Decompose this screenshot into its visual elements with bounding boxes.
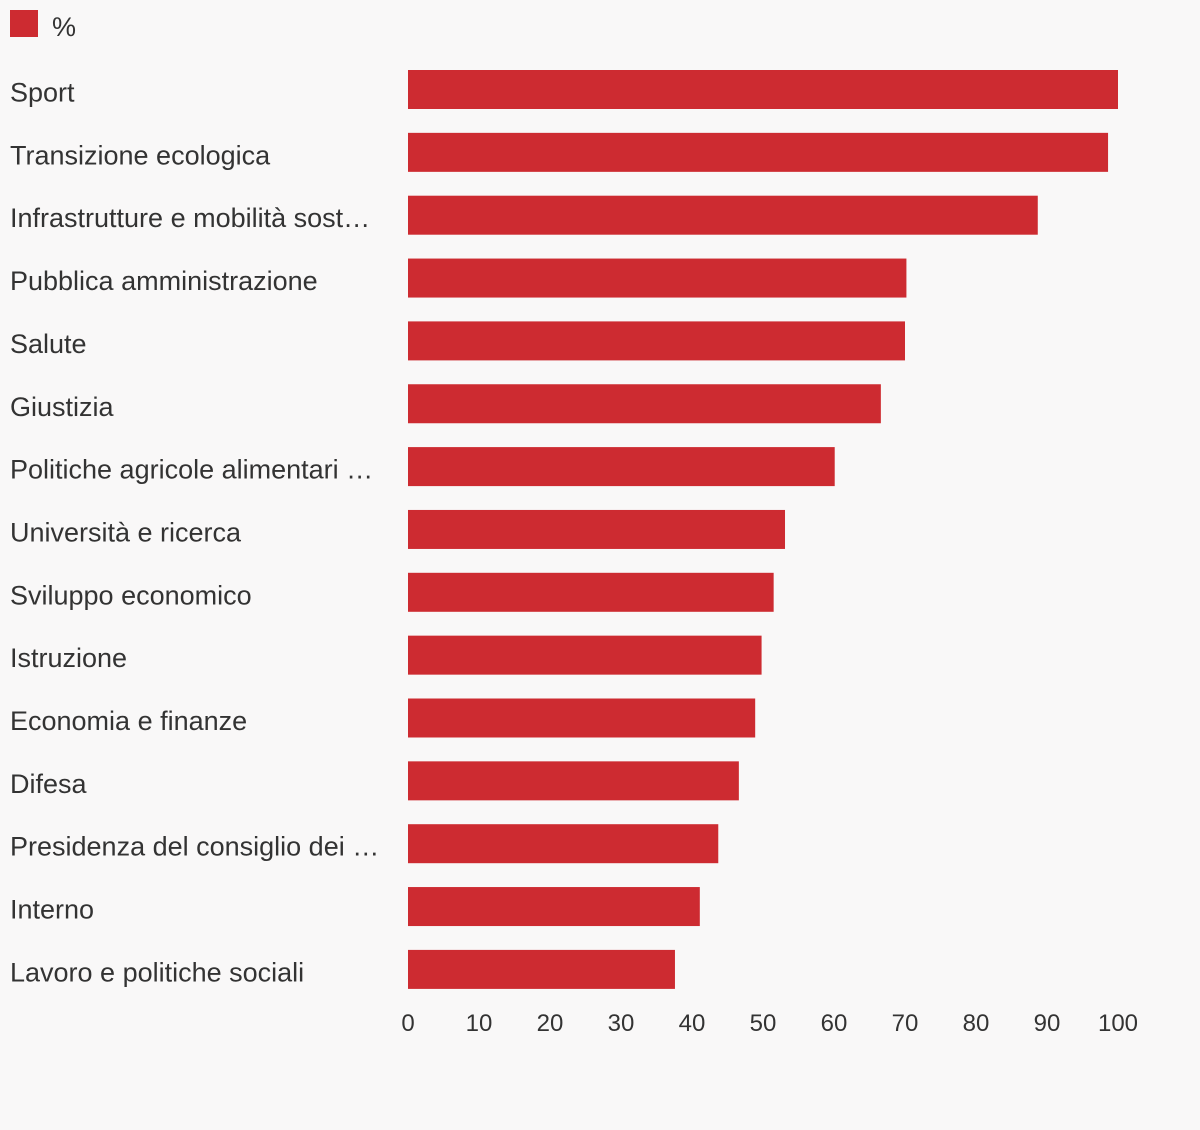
x-tick-label: 30	[608, 1010, 635, 1037]
category-label: Transizione ecologica	[10, 140, 271, 170]
category-label: Istruzione	[10, 643, 127, 673]
bar[interactable]	[408, 447, 835, 487]
x-tick-label: 80	[963, 1010, 990, 1037]
legend-swatch	[10, 10, 38, 37]
bar[interactable]	[408, 321, 905, 361]
bar[interactable]	[408, 509, 786, 549]
x-tick-label: 10	[466, 1010, 493, 1037]
category-label: Lavoro e politiche sociali	[10, 957, 304, 987]
x-axis-ticks: 0 10 20 30 40 50 60 70 80 90 100	[401, 1010, 1138, 1037]
x-tick-label: 90	[1034, 1010, 1061, 1037]
category-label: Sviluppo economico	[10, 580, 252, 610]
category-label: Politiche agricole alimentari …	[10, 455, 373, 485]
bar[interactable]	[408, 887, 700, 927]
bar[interactable]	[408, 384, 881, 424]
bar[interactable]	[408, 824, 719, 864]
category-label: Università e ricerca	[10, 517, 242, 547]
bar[interactable]	[408, 761, 739, 801]
bar[interactable]	[408, 195, 1038, 235]
category-label: Presidenza del consiglio dei …	[10, 832, 379, 862]
x-tick-label: 40	[679, 1010, 706, 1037]
bar[interactable]	[408, 258, 907, 298]
bar[interactable]	[408, 949, 675, 989]
bar[interactable]	[408, 572, 774, 612]
bar[interactable]	[408, 70, 1118, 109]
bar[interactable]	[408, 132, 1109, 172]
category-label: Interno	[10, 895, 94, 925]
category-label: Giustizia	[10, 392, 115, 422]
category-label: Difesa	[10, 769, 88, 799]
x-tick-label: 50	[750, 1010, 777, 1037]
legend-label: %	[52, 12, 76, 42]
category-label: Salute	[10, 329, 87, 359]
category-label: Sport	[10, 78, 75, 108]
bar[interactable]	[408, 698, 756, 738]
category-labels: Sport Transizione ecologica Infrastrutture…	[10, 78, 379, 988]
x-tick-label: 60	[821, 1010, 848, 1037]
category-label: Pubblica amministrazione	[10, 266, 318, 296]
x-tick-label: 0	[401, 1010, 414, 1037]
x-tick-label: 20	[537, 1010, 564, 1037]
bars	[408, 70, 1118, 989]
category-label: Economia e finanze	[10, 706, 247, 736]
legend: %	[10, 10, 76, 42]
bar[interactable]	[408, 635, 762, 675]
category-label: Infrastrutture e mobilità sost…	[10, 203, 370, 233]
x-tick-label: 100	[1098, 1010, 1138, 1037]
x-tick-label: 70	[892, 1010, 919, 1037]
